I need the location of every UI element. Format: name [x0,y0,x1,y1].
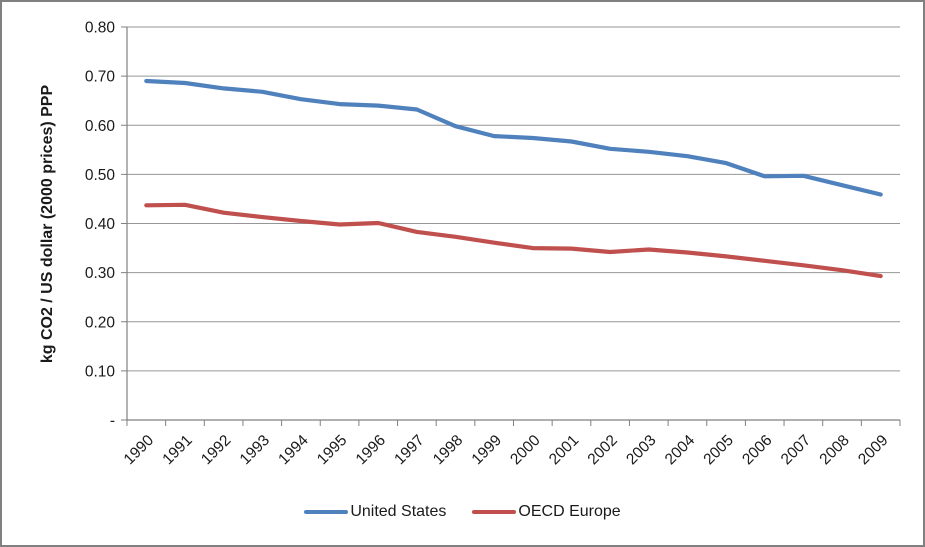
legend: United States OECD Europe [2,503,923,521]
x-tick-label-1991: 1991 [159,432,195,468]
x-tick-label-2000: 2000 [507,432,544,469]
x-tick-label-2001: 2001 [546,432,582,468]
x-tick-label-1990: 1990 [121,432,158,469]
y-tick-label-0.10: 0.10 [85,363,116,380]
y-tick-label-0.80: 0.80 [85,20,116,37]
x-tick-label-2004: 2004 [662,432,699,469]
series-line-united-states [144,78,883,197]
legend-line-sample-united-states [304,509,349,515]
legend-label-united-states: United States [350,503,447,520]
series-line-oecd-europe [144,202,883,279]
y-tick-label-0.20: 0.20 [85,314,116,331]
y-tick-label-0.70: 0.70 [85,69,116,86]
legend-item-united-states: United States [304,503,446,521]
x-tick-label-2008: 2008 [816,432,852,468]
x-tick-label-2005: 2005 [700,432,736,468]
x-tick-label-1998: 1998 [430,432,466,468]
y-tick-label-0.40: 0.40 [85,216,116,233]
y-tick-label-0.60: 0.60 [85,118,116,135]
legend-line-sample-oecd-europe [472,509,517,515]
x-tick-label-1996: 1996 [353,432,389,468]
x-tick-label-1994: 1994 [275,432,312,469]
x-tick-label-1999: 1999 [469,432,505,468]
y-axis-title: kg CO2 / US dollar (2000 prices) PPP [39,84,56,364]
x-tick-label-1992: 1992 [198,432,234,468]
x-tick-label-1995: 1995 [314,432,350,468]
x-tick-label-2009: 2009 [855,432,891,468]
legend-item-oecd-europe: OECD Europe [472,503,621,521]
y-tick-label-0.30: 0.30 [85,265,116,282]
y-tick-label-0.50: 0.50 [85,167,116,184]
x-tick-label-1993: 1993 [237,432,273,468]
legend-label-oecd-europe: OECD Europe [518,503,621,520]
x-tick-label-2003: 2003 [623,432,659,468]
x-tick-label-2002: 2002 [585,432,621,468]
x-tick-label-2006: 2006 [739,432,775,468]
x-tick-label-2007: 2007 [778,432,814,468]
x-tick-label-1997: 1997 [391,432,427,468]
y-tick-label--: - [110,413,115,430]
